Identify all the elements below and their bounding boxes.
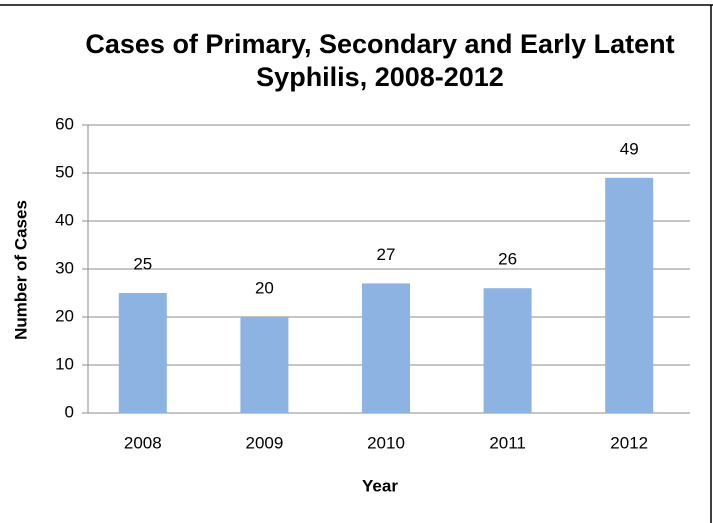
bar bbox=[483, 288, 532, 413]
y-tick-label: 50 bbox=[55, 162, 74, 181]
x-axis-label: Year bbox=[362, 476, 398, 495]
y-tick-label: 30 bbox=[55, 258, 74, 277]
y-tick-label: 40 bbox=[55, 210, 74, 229]
chart-title: Cases of Primary, Secondary and Early La… bbox=[85, 29, 675, 92]
y-tick-label: 20 bbox=[55, 306, 74, 325]
x-tick-label: 2012 bbox=[610, 433, 648, 452]
data-label: 27 bbox=[377, 245, 396, 264]
x-tick-label: 2010 bbox=[367, 433, 405, 452]
y-tick-label: 60 bbox=[55, 114, 74, 133]
data-label: 49 bbox=[620, 139, 639, 158]
x-tick-label: 2011 bbox=[489, 433, 526, 452]
bar bbox=[605, 177, 654, 413]
bar bbox=[362, 283, 410, 413]
y-tick-label: 0 bbox=[65, 402, 74, 421]
data-label: 25 bbox=[133, 254, 152, 273]
y-axis-label: Number of Cases bbox=[11, 200, 30, 340]
bar bbox=[240, 317, 289, 413]
x-tick-label: 2008 bbox=[124, 433, 162, 452]
data-label: 20 bbox=[255, 278, 274, 297]
y-tick-label: 10 bbox=[55, 354, 74, 373]
x-tick-label: 2009 bbox=[245, 433, 283, 452]
data-label: 26 bbox=[498, 250, 517, 269]
bar bbox=[118, 293, 167, 413]
